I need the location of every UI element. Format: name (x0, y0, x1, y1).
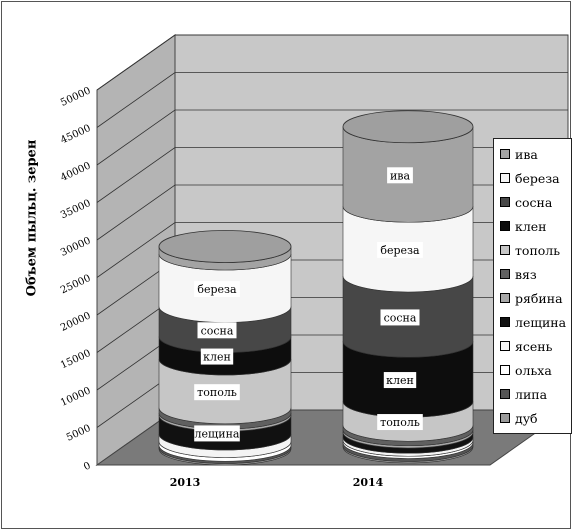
legend-item: сосна (500, 191, 552, 213)
bars: лещина тополь клен сосна береза тополь клен сос… (158, 110, 474, 466)
legend-swatch (500, 389, 510, 399)
legend-swatch (500, 413, 510, 423)
legend-label: лещина (515, 314, 567, 330)
data-label: береза (197, 283, 237, 296)
legend-label: тополь (515, 242, 561, 258)
data-label-bg (194, 425, 240, 442)
y-axis-label: Объем пыльц. зерен (24, 139, 40, 297)
y-tick-label: 45000 (59, 123, 92, 146)
y-tick-label: 35000 (59, 198, 92, 221)
legend-label: дуб (515, 410, 538, 426)
y-tick-label: 5000 (65, 423, 93, 444)
legend-swatch (500, 341, 510, 351)
y-tick-label: 15000 (59, 348, 92, 371)
gridline (96, 72, 568, 128)
data-label: клен (203, 351, 231, 364)
data-label: сосна (384, 311, 417, 324)
legend-swatch (500, 245, 510, 255)
y-tick-label: 40000 (59, 160, 92, 183)
data-label-bg (200, 348, 234, 365)
legend-item: ольха (500, 359, 552, 381)
bar-top (158, 230, 292, 263)
legend-label: сосна (515, 194, 553, 210)
legend-swatch (500, 173, 510, 183)
data-label-bg (194, 281, 240, 298)
legend-swatch (500, 269, 510, 279)
data-label: тополь (197, 386, 237, 399)
y-tick-label: 10000 (59, 385, 92, 408)
data-label: клен (386, 374, 414, 387)
bar-top (342, 110, 474, 144)
legend-swatch (500, 197, 510, 207)
gridline (96, 34, 568, 91)
data-label-bg (197, 322, 237, 339)
legend-swatch (500, 293, 510, 303)
data-label-bg (377, 414, 423, 431)
data-label-bg (380, 309, 420, 326)
legend: ива береза сосна клен тополь вяз рябина лещина я… (493, 138, 572, 434)
y-tick-label: 20000 (59, 310, 92, 333)
data-label: береза (380, 244, 420, 257)
legend-label: липа (515, 386, 548, 402)
legend-item: дуб (500, 407, 538, 429)
legend-item: береза (500, 167, 560, 189)
legend-label: рябина (515, 290, 563, 306)
data-label: сосна (201, 324, 234, 337)
legend-item: липа (500, 383, 547, 405)
gridline (96, 109, 568, 166)
y-tick-label: 0 (82, 460, 92, 473)
x-tick-label: 2013 (170, 476, 201, 489)
data-label: тополь (380, 416, 420, 429)
x-tick-labels: 2013 2014 (170, 476, 384, 489)
legend-item: тополь (500, 239, 560, 261)
legend-item: рябина (500, 287, 563, 309)
data-label-bg (383, 372, 417, 389)
legend-swatch (500, 365, 510, 375)
data-label-bg (377, 241, 423, 258)
legend-swatch (500, 221, 510, 231)
y-tick-label: 25000 (59, 273, 92, 296)
legend-item: клен (500, 215, 546, 237)
y-tick-labels: 0 5000 10000 15000 20000 25000 30000 35000 40000… (59, 85, 92, 473)
data-label-bg (194, 384, 240, 401)
y-tick-label: 50000 (59, 85, 92, 108)
y-tick-label: 30000 (59, 235, 92, 258)
legend-label: ива (515, 146, 538, 162)
legend-item: лещина (500, 311, 566, 333)
legend-swatch (500, 317, 510, 327)
legend-label: вяз (515, 266, 537, 282)
legend-label: ясень (515, 338, 553, 354)
legend-item: вяз (500, 263, 537, 285)
data-label: лещина (195, 427, 240, 440)
data-label-bg (387, 167, 413, 184)
legend-item: ясень (500, 335, 552, 357)
legend-swatch (500, 149, 510, 159)
legend-label: ольха (515, 362, 552, 378)
legend-item: ива (500, 143, 538, 165)
legend-label: береза (515, 170, 560, 186)
data-label: ива (390, 169, 411, 182)
x-tick-label: 2014 (353, 476, 384, 489)
legend-label: клен (515, 218, 547, 234)
